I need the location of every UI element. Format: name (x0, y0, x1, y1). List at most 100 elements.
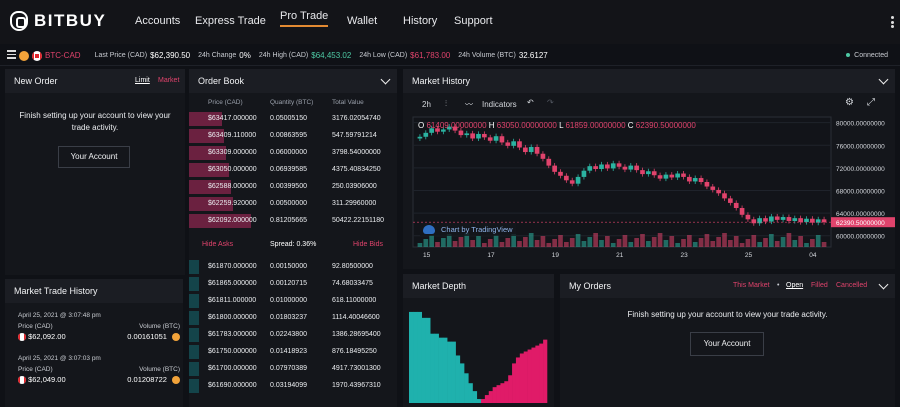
trade-volume-label: Volume (BTC) (139, 366, 180, 373)
bid-row[interactable]: $61750.000000 0.01418923 876.18495250 (189, 344, 397, 360)
candle-body (470, 133, 475, 139)
tab-market[interactable]: Market (158, 77, 180, 84)
bid-row[interactable]: $61811.000000 0.01000000 618.11000000 (189, 293, 397, 309)
ask-row[interactable]: $62588.000000 0.00399500 250.03906000 (189, 179, 397, 195)
more-menu-icon[interactable] (891, 16, 894, 30)
hide-bids-button[interactable]: Hide Bids (353, 241, 383, 248)
volume-label: 24h Volume (BTC) (458, 52, 516, 59)
bid-depth-bar (189, 328, 200, 342)
my-orders-title: My Orders (569, 281, 612, 291)
nav-pro-trade[interactable]: Pro Trade (280, 10, 329, 27)
ask-total: 3176.02054740 (332, 115, 381, 122)
candle-body (657, 175, 663, 179)
column-quantity: Quantity (BTC) (270, 99, 314, 106)
undo-icon[interactable]: ↶ (527, 98, 534, 107)
ask-depth-bar (515, 357, 521, 403)
candle-body (587, 166, 593, 171)
volume-bar (610, 243, 616, 247)
ask-price: $63309.000000 (208, 149, 257, 156)
x-tick-label: 25 (745, 252, 753, 259)
ohlc-high-label: H (488, 121, 495, 130)
change-value: 0% (239, 51, 251, 60)
tab-cancelled[interactable]: Cancelled (836, 282, 868, 289)
nav-history[interactable]: History (403, 15, 438, 27)
redo-icon[interactable]: ↷ (547, 98, 554, 107)
ask-row[interactable]: $63050.000000 0.06939585 4375.40834250 (189, 162, 397, 178)
volume-bar (605, 236, 610, 247)
bid-price: $61865.000000 (208, 280, 257, 287)
chevron-down-icon[interactable] (878, 279, 889, 290)
candle-body (558, 171, 563, 176)
connection-status-text: Connected (854, 52, 888, 59)
brand-name: BITBUY (34, 11, 107, 30)
bid-row[interactable]: $61700.000000 0.07970389 4917.73001300 (189, 361, 397, 377)
ask-row[interactable]: $62092.000000 0.81205665 50422.22151180 (189, 213, 397, 229)
candle-body (610, 163, 616, 169)
bid-row[interactable]: $61783.000000 0.02243800 1386.28695400 (189, 327, 397, 343)
volume-bar (534, 240, 540, 247)
canada-flag-icon (18, 376, 26, 385)
indicators-icon[interactable]: 〰 (465, 100, 473, 109)
nav-express-trade[interactable]: Express Trade (195, 15, 266, 27)
candle-body (593, 166, 598, 169)
bid-row[interactable]: $61800.000000 0.01803237 1114.40046600 (189, 310, 397, 326)
candle-body (517, 141, 522, 148)
candle-body (605, 164, 610, 169)
chevron-down-icon[interactable] (380, 74, 391, 85)
bid-price: $61811.000000 (208, 297, 257, 304)
candle-body (417, 136, 423, 139)
tab-filled[interactable]: Filled (811, 282, 828, 289)
candle-body (745, 214, 751, 220)
candle-body (446, 126, 452, 130)
indicators-button[interactable]: Indicators (482, 100, 517, 109)
new-order-title: New Order (14, 76, 58, 86)
bitbuy-logo[interactable]: BITBUY (10, 11, 106, 31)
market-history-title: Market History (412, 76, 471, 86)
volume-bar (528, 233, 534, 247)
my-orders-panel: My Orders This Market • Open Filled Canc… (560, 274, 895, 407)
market-depth-header: Market Depth (403, 274, 554, 298)
candle-body (651, 171, 657, 176)
ask-row[interactable]: $63409.110000 0.00863595 547.59791214 (189, 128, 397, 144)
tradingview-label: Chart by TradingView (441, 225, 513, 234)
depth-chart[interactable] (403, 298, 554, 407)
nav-wallet[interactable]: Wallet (347, 15, 378, 27)
top-navigation: BITBUY Accounts Express Trade Pro Trade … (0, 0, 900, 44)
nav-accounts[interactable]: Accounts (135, 15, 181, 27)
volume-bar (569, 238, 575, 247)
ask-row[interactable]: $63309.000000 0.06000000 3798.54000000 (189, 145, 397, 161)
price-chart[interactable]: 60000.00000000 64000.00000000 68000.000000… (403, 115, 895, 269)
chevron-down-icon[interactable] (878, 74, 889, 85)
order-book-title: Order Book (198, 76, 245, 86)
my-orders-account-button[interactable]: Your Account (690, 332, 764, 356)
bid-row[interactable]: $61690.000000 0.03194099 1970.43967310 (189, 378, 397, 394)
low-label: 24h Low (CAD) (359, 52, 408, 59)
volume-bar (587, 237, 593, 247)
fullscreen-icon[interactable]: ⤢ (867, 97, 875, 108)
bid-depth-bar (425, 317, 431, 403)
interval-selector[interactable]: 2h (422, 100, 431, 109)
ask-row[interactable]: $63417.000000 0.05005150 3176.02054740 (189, 111, 397, 127)
tab-limit[interactable]: Limit (135, 77, 150, 84)
x-tick-label: 23 (681, 252, 689, 259)
tab-separator: • (777, 282, 780, 289)
hamburger-menu-icon[interactable] (7, 50, 16, 61)
nav-support[interactable]: Support (454, 15, 493, 27)
candle-body (441, 129, 446, 132)
bid-depth-bar (413, 311, 418, 403)
candle-body (528, 146, 534, 153)
candle-type-icon[interactable]: ⫶ (445, 99, 447, 108)
bid-row[interactable]: $61870.000000 0.00150000 92.80500000 (189, 259, 397, 275)
bid-qty: 0.00150000 (270, 263, 307, 270)
tab-this-market[interactable]: This Market (733, 282, 770, 289)
bid-row[interactable]: $61865.000000 0.00120715 74.68033475 (189, 276, 397, 292)
tab-open[interactable]: Open (786, 282, 804, 289)
hide-asks-button[interactable]: Hide Asks (202, 241, 234, 248)
settings-gear-icon[interactable]: ⚙ (845, 97, 854, 108)
candle-body (763, 218, 768, 222)
ask-row[interactable]: $62259.920000 0.00500000 311.29960000 (189, 196, 397, 212)
your-account-button[interactable]: Your Account (58, 146, 130, 168)
tradingview-watermark[interactable]: Chart by TradingView (420, 223, 516, 236)
y-tick-label: 72000.00000000 (836, 166, 885, 173)
market-pair-selector[interactable]: BTC-CAD (45, 51, 81, 60)
